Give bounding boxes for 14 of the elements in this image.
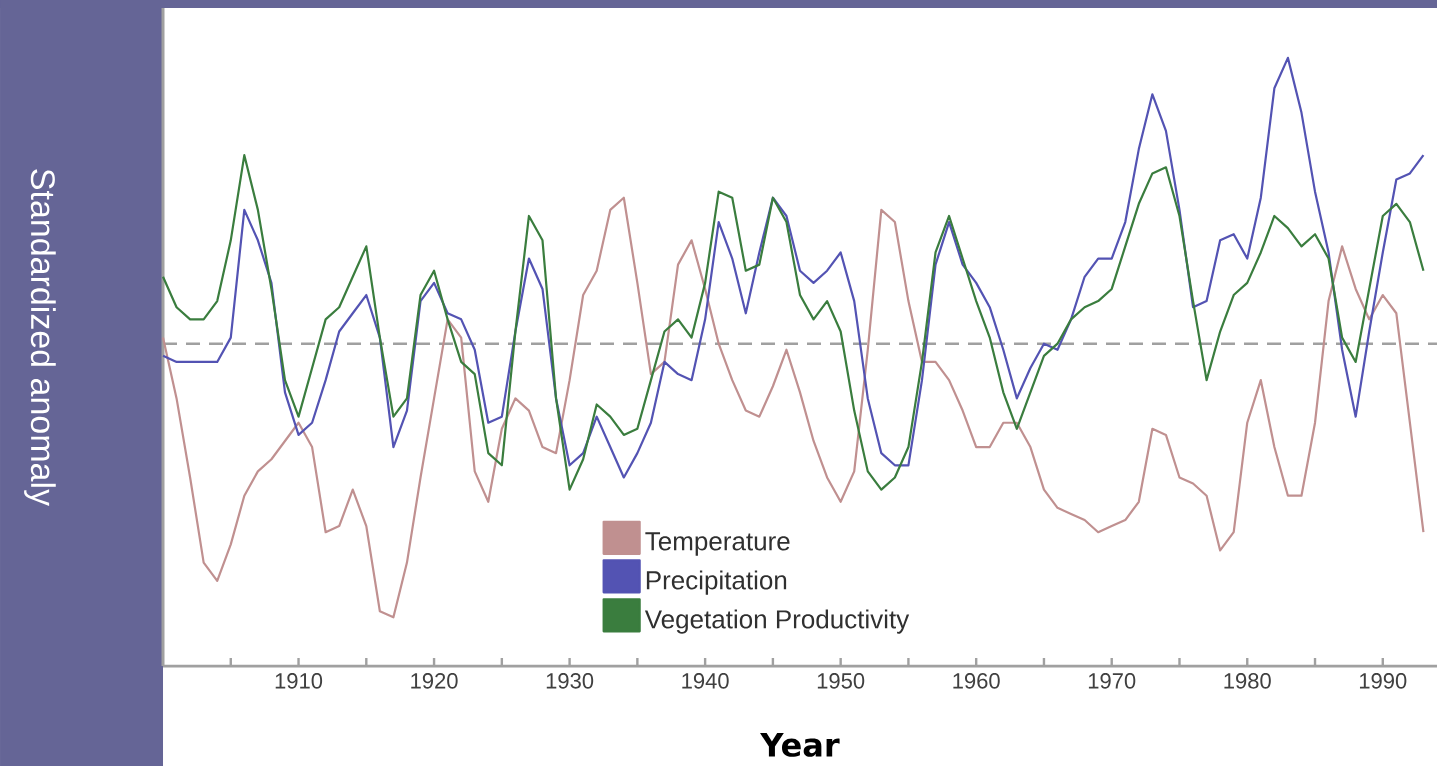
legend-label: Temperature bbox=[645, 532, 790, 556]
legend-label: Precipitation bbox=[646, 570, 787, 595]
x-tick-label: 1930 bbox=[546, 673, 594, 689]
x-tick-label: 1910 bbox=[275, 673, 323, 689]
x-tick-label: 1940 bbox=[682, 673, 729, 689]
x-tick-label: 1960 bbox=[953, 673, 1000, 689]
x-tick-label: 1990 bbox=[1359, 673, 1407, 689]
x-tick-label: 1950 bbox=[817, 673, 865, 689]
y-axis-title: Standardized anomaly bbox=[24, 169, 56, 506]
x-tick-label: 1980 bbox=[1224, 673, 1271, 689]
legend-label: Vegetation Productivity bbox=[644, 609, 910, 634]
x-tick-label: 1920 bbox=[411, 673, 458, 689]
x-tick-label: 1970 bbox=[1088, 673, 1136, 689]
x-axis-title: Year bbox=[760, 733, 840, 757]
